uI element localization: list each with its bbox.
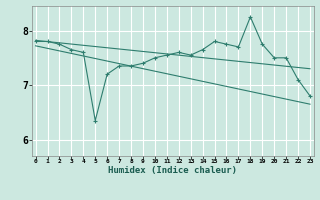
X-axis label: Humidex (Indice chaleur): Humidex (Indice chaleur) bbox=[108, 166, 237, 175]
